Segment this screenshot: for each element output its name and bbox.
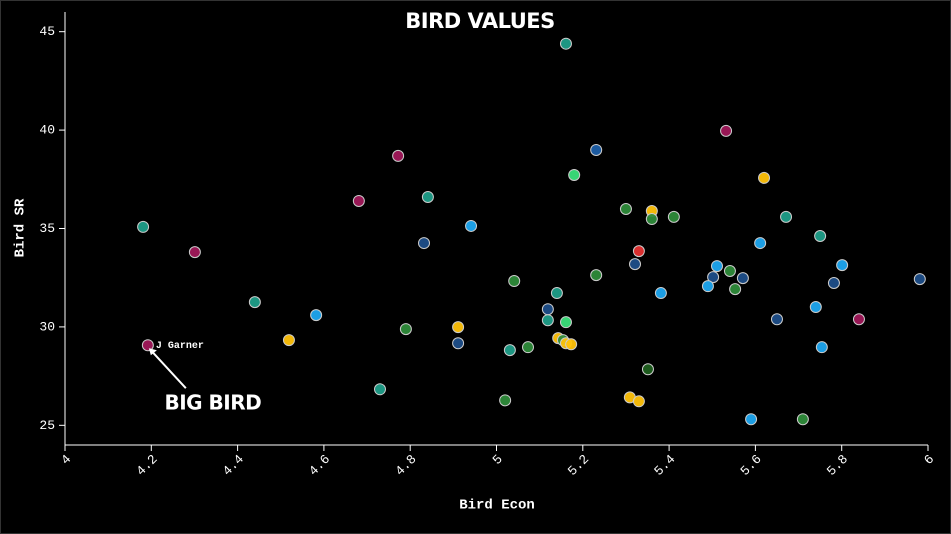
point	[619, 203, 632, 216]
point	[503, 344, 516, 357]
point	[667, 210, 680, 223]
point	[541, 303, 554, 316]
point	[590, 143, 603, 156]
point	[723, 265, 736, 278]
point	[632, 395, 645, 408]
point	[565, 338, 578, 351]
point	[629, 258, 642, 271]
y-axis-label: Bird SR	[13, 198, 29, 257]
point	[836, 259, 849, 272]
y-tick-label: 25	[39, 418, 55, 433]
point	[418, 237, 431, 250]
point	[758, 171, 771, 184]
chart-title: BIRD VALUES	[405, 9, 554, 33]
point	[521, 341, 534, 354]
y-tick-label: 45	[39, 24, 55, 39]
point	[814, 229, 827, 242]
point	[809, 301, 822, 314]
point	[421, 191, 434, 204]
point	[310, 309, 323, 322]
x-axis-label: Bird Econ	[459, 498, 535, 514]
point	[248, 296, 261, 309]
point	[188, 246, 201, 259]
point	[508, 275, 521, 288]
y-tick-label: 40	[39, 123, 55, 138]
point	[710, 260, 723, 273]
point	[796, 413, 809, 426]
point	[815, 341, 828, 354]
point	[141, 339, 154, 352]
point	[373, 383, 386, 396]
point	[590, 269, 603, 282]
point	[282, 334, 295, 347]
point	[641, 363, 654, 376]
point	[452, 321, 465, 334]
y-tick-label: 35	[39, 221, 55, 236]
point	[707, 271, 720, 284]
point	[852, 313, 865, 326]
point	[701, 280, 714, 293]
point	[452, 337, 465, 350]
point	[729, 283, 742, 296]
point	[352, 194, 365, 207]
point	[392, 149, 405, 162]
point	[568, 168, 581, 181]
point	[754, 237, 767, 250]
annotation-arrow	[149, 348, 187, 389]
point	[137, 220, 150, 233]
y-tick-label: 30	[39, 319, 55, 334]
point	[770, 313, 783, 326]
point	[541, 314, 554, 327]
big-annotation: BIG BIRD	[164, 391, 261, 415]
point	[559, 37, 572, 50]
point	[720, 124, 733, 137]
point	[780, 210, 793, 223]
point	[654, 287, 667, 300]
point	[632, 245, 645, 258]
point	[645, 213, 658, 226]
point	[465, 219, 478, 232]
point	[550, 287, 563, 300]
point	[399, 323, 412, 336]
arrow-head	[148, 348, 157, 356]
point	[736, 272, 749, 285]
point	[499, 394, 512, 407]
point-annotation: J Garner	[156, 341, 204, 352]
point	[745, 413, 758, 426]
point	[827, 277, 840, 290]
point	[913, 273, 926, 286]
point	[559, 316, 572, 329]
